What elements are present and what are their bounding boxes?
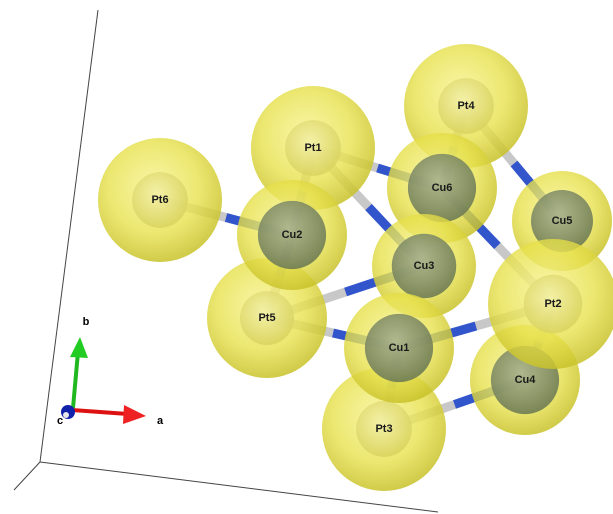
atom-cu6-core <box>407 153 477 223</box>
atom-label-pt5: Pt5 <box>258 312 275 324</box>
atom-label-pt1: Pt1 <box>304 142 321 154</box>
atom-cu1-core <box>364 313 434 383</box>
axis-c-highlight <box>63 412 69 418</box>
atom-label-pt4: Pt4 <box>457 100 475 112</box>
atom-pt4-core <box>438 78 494 134</box>
atom-pt6-core <box>132 172 188 228</box>
cell-edge-left <box>39 9 99 463</box>
axis-b-arrow-head <box>70 337 88 358</box>
unit-cell-edges <box>13 9 439 513</box>
cell-edge-corner <box>13 461 41 491</box>
atom-label-cu2: Cu2 <box>282 229 303 241</box>
atom-label-cu5: Cu5 <box>552 215 573 227</box>
atom-pt3-core <box>356 401 412 457</box>
axis-triad: b a c <box>57 316 164 427</box>
axis-a-arrow-head <box>123 405 146 424</box>
atom-pt2[interactable]: Pt2 <box>488 239 613 369</box>
atom-pt5-core <box>240 291 294 345</box>
atom-label-pt6: Pt6 <box>151 194 168 206</box>
atom-cu2[interactable]: Cu2 <box>237 180 347 290</box>
atom-pt1-core <box>285 120 341 176</box>
atom-label-pt2: Pt2 <box>544 298 561 310</box>
cell-edge-bottom <box>39 461 439 513</box>
atom-label-cu3: Cu3 <box>414 260 435 272</box>
axis-b-label: b <box>83 316 90 328</box>
atoms-layer: Pt6 Pt1 Pt4 Cu5 Cu6 Cu3 Pt5 Cu2 Cu4 Pt3 Pt2 Cu1 <box>98 44 613 491</box>
atom-cu3-core <box>391 233 457 299</box>
atom-pt2-core <box>523 274 583 334</box>
atom-pt1[interactable]: Pt1 <box>251 86 375 210</box>
axis-b-arrow-shaft <box>71 351 80 409</box>
axis-c-label: c <box>57 415 63 427</box>
atom-pt6[interactable]: Pt6 <box>98 138 222 262</box>
atom-cu2-core <box>257 200 327 270</box>
axis-a-arrow-shaft <box>71 408 129 416</box>
atom-label-cu1: Cu1 <box>389 342 410 354</box>
atom-label-cu6: Cu6 <box>432 182 453 194</box>
atom-label-pt3: Pt3 <box>375 423 392 435</box>
axis-a-label: a <box>157 415 164 427</box>
atom-cu3[interactable]: Cu3 <box>372 214 476 318</box>
atom-cu5-core <box>531 190 593 252</box>
atom-label-cu4: Cu4 <box>515 374 537 386</box>
atom-cu1[interactable]: Cu1 <box>344 293 454 403</box>
